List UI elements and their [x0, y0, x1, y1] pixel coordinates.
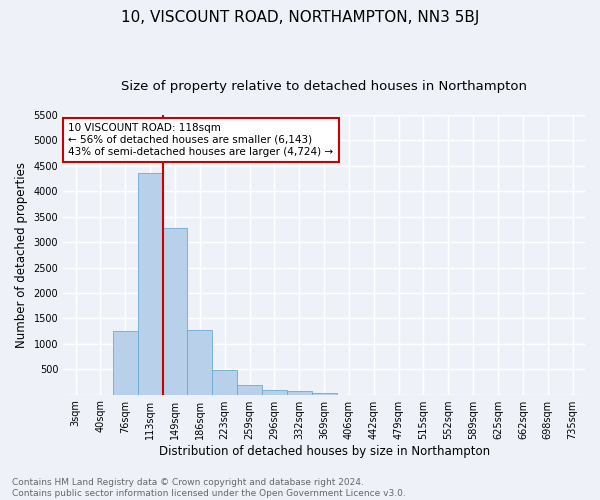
Bar	[212, 370, 237, 394]
Title: Size of property relative to detached houses in Northampton: Size of property relative to detached ho…	[121, 80, 527, 93]
Bar	[138, 174, 163, 394]
Bar	[187, 330, 212, 394]
Text: 10, VISCOUNT ROAD, NORTHAMPTON, NN3 5BJ: 10, VISCOUNT ROAD, NORTHAMPTON, NN3 5BJ	[121, 10, 479, 25]
Text: Contains HM Land Registry data © Crown copyright and database right 2024.
Contai: Contains HM Land Registry data © Crown c…	[12, 478, 406, 498]
Bar	[113, 330, 138, 394]
Bar	[237, 385, 262, 394]
X-axis label: Distribution of detached houses by size in Northampton: Distribution of detached houses by size …	[158, 444, 490, 458]
Bar	[262, 390, 287, 394]
Y-axis label: Number of detached properties: Number of detached properties	[15, 162, 28, 348]
Bar	[311, 393, 337, 394]
Text: 10 VISCOUNT ROAD: 118sqm
← 56% of detached houses are smaller (6,143)
43% of sem: 10 VISCOUNT ROAD: 118sqm ← 56% of detach…	[68, 124, 334, 156]
Bar	[163, 228, 187, 394]
Bar	[287, 392, 311, 394]
